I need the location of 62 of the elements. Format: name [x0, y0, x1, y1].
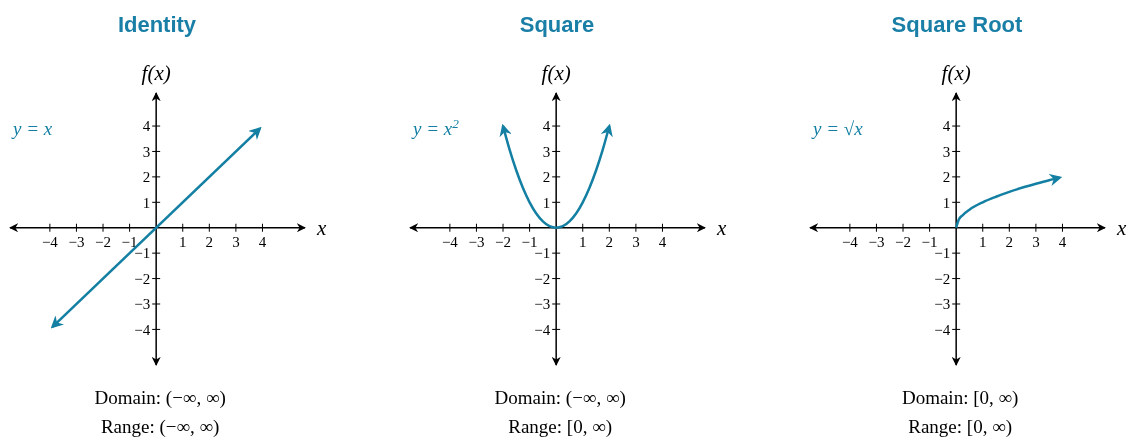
y-axis-title: f(x) [141, 61, 171, 85]
chart-title: Square [519, 12, 595, 37]
x-tick-label: 3 [632, 233, 640, 250]
chart-title: Identity [117, 12, 197, 37]
y-axis-title: f(x) [541, 61, 571, 85]
x-tick-label: −2 [895, 233, 911, 250]
y-tick-label: 4 [142, 118, 151, 135]
y-tick-label: −4 [134, 321, 151, 338]
x-tick-label: −1 [521, 233, 538, 250]
x-tick-label: −2 [495, 233, 511, 250]
text: y = x [11, 118, 53, 139]
y-tick-label: −3 [934, 296, 951, 313]
x-tick-label: 1 [579, 233, 587, 250]
y-tick-label: −4 [934, 321, 951, 338]
y-tick-label: −2 [534, 270, 551, 287]
text: Domain: (−∞, ∞) [494, 387, 626, 409]
x-tick-label: −3 [68, 233, 85, 250]
y-tick-label: −2 [134, 270, 151, 287]
x-tick-label: −3 [868, 233, 885, 250]
x-tick-label: −3 [468, 233, 485, 250]
y-tick-label: −2 [934, 270, 951, 287]
x-tick-label: 1 [179, 233, 187, 250]
x-tick-label: 2 [605, 233, 614, 250]
x-axis-title: x [316, 216, 327, 241]
x-tick-label: 3 [1032, 233, 1040, 250]
x-tick-label: −2 [95, 233, 111, 250]
y-tick-label: −4 [534, 321, 551, 338]
x-tick-label: 1 [979, 233, 987, 250]
y-tick-label: 3 [542, 143, 551, 160]
y-tick-label: 1 [942, 194, 951, 211]
chart-title: Square Root [891, 12, 1024, 37]
y-tick-label: 3 [942, 143, 951, 160]
x-tick-label: 4 [658, 233, 667, 250]
text: y = √x [811, 118, 864, 139]
y-tick-label: −3 [134, 296, 151, 313]
x-tick-label: 4 [258, 233, 267, 250]
x-axis-title: x [1116, 216, 1127, 241]
text: Range: (−∞, ∞) [100, 416, 220, 438]
x-tick-label: −4 [41, 233, 59, 250]
y-tick-label: 1 [542, 194, 551, 211]
text: Range: [0, ∞) [908, 416, 1013, 438]
y-tick-label: 4 [542, 118, 551, 135]
y-tick-label: 2 [542, 169, 551, 186]
y-tick-label: −3 [534, 296, 551, 313]
x-tick-label: 4 [1058, 233, 1067, 250]
y-tick-label: 2 [942, 169, 951, 186]
text: y = x$^{2}$ [411, 115, 460, 139]
y-axis-title: f(x) [941, 61, 971, 85]
x-tick-label: 2 [205, 233, 214, 250]
x-tick-label: −1 [921, 233, 938, 250]
y-tick-label: 4 [942, 118, 951, 135]
text: Domain: (−∞, ∞) [94, 387, 226, 409]
x-tick-label: 2 [1005, 233, 1014, 250]
text: Range: [0, ∞) [508, 416, 613, 438]
x-tick-label: −4 [841, 233, 859, 250]
text: Domain: [0, ∞) [901, 387, 1019, 409]
y-tick-label: 2 [142, 169, 151, 186]
x-tick-label: 3 [232, 233, 240, 250]
y-tick-label: 1 [142, 194, 151, 211]
x-tick-label: −4 [441, 233, 459, 250]
x-axis-title: x [716, 216, 727, 241]
y-tick-label: 3 [142, 143, 151, 160]
